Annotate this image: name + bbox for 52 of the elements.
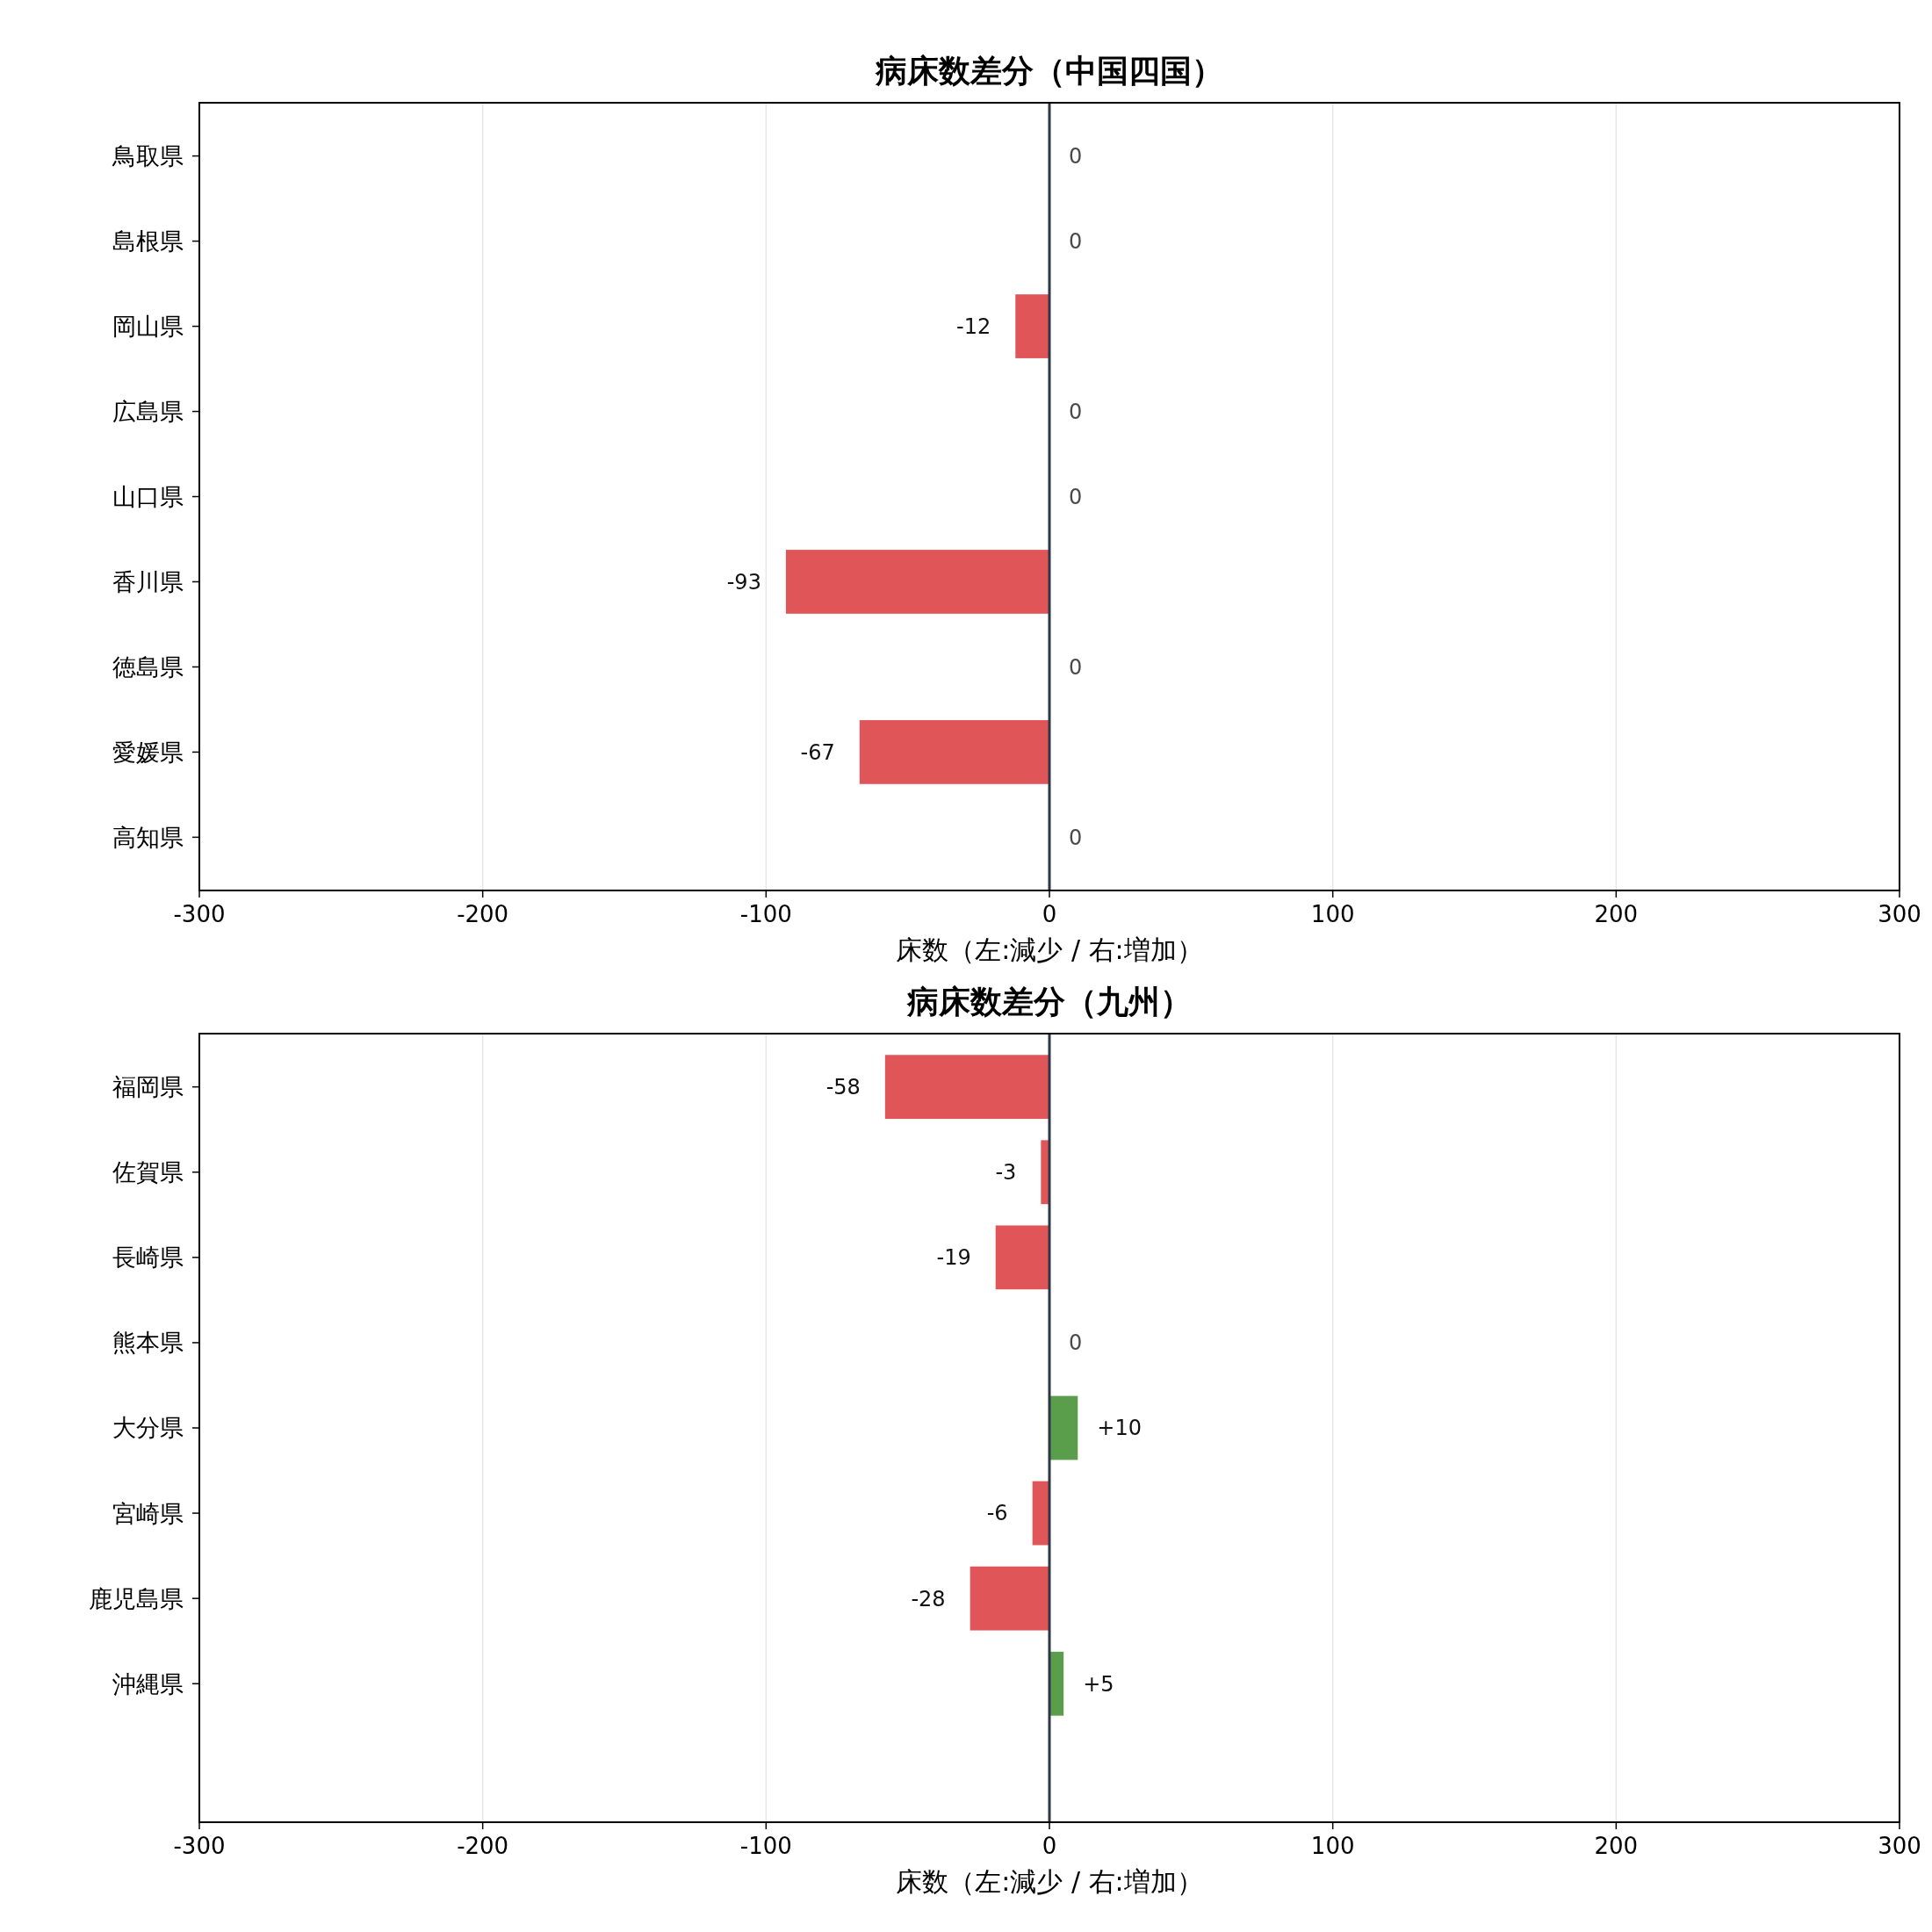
x-axis-title: 床数（左:減少 / 右:増加） (896, 1866, 1203, 1897)
data-label: 0 (1069, 825, 1083, 850)
y-tick-label: 岡山県 (112, 313, 184, 340)
y-tick-label: 鳥取県 (112, 142, 184, 170)
y-tick-label: 熊本県 (112, 1329, 184, 1357)
y-tick-label: 宮崎県 (112, 1499, 184, 1527)
chart-title: 病床数差分（中国四国） (875, 53, 1223, 89)
data-label: -12 (956, 314, 991, 339)
y-tick-label: 広島県 (112, 397, 184, 425)
data-label: -93 (726, 569, 761, 595)
y-tick-label: 山口県 (112, 482, 184, 510)
x-axis-title: 床数（左:減少 / 右:増加） (896, 934, 1203, 965)
y-tick-label: 佐賀県 (112, 1158, 184, 1186)
x-tick-label: -100 (739, 901, 792, 927)
data-label: -67 (800, 739, 835, 765)
data-label: -28 (911, 1586, 946, 1611)
data-label: 0 (1069, 484, 1083, 509)
y-tick-label: 島根県 (112, 227, 184, 256)
data-label: -3 (995, 1160, 1017, 1186)
x-tick-label: -200 (457, 901, 509, 927)
data-label: +5 (1083, 1671, 1114, 1697)
x-tick-label: 0 (1042, 1833, 1057, 1859)
x-tick-label: 200 (1594, 901, 1639, 927)
x-tick-label: 0 (1042, 901, 1057, 927)
x-tick-label: -200 (457, 1833, 509, 1859)
data-label: -6 (986, 1501, 1008, 1526)
x-tick-label: 100 (1310, 1833, 1355, 1859)
x-tick-label: 200 (1594, 1833, 1639, 1859)
y-tick-label: 徳島県 (112, 652, 184, 681)
y-tick-label: 鹿児島県 (89, 1584, 184, 1612)
x-tick-label: 100 (1310, 901, 1355, 927)
x-tick-label: 300 (1878, 901, 1921, 927)
x-tick-label: -100 (739, 1833, 792, 1859)
data-label: 0 (1069, 654, 1083, 680)
data-label: -58 (825, 1075, 861, 1100)
y-tick-label: 大分県 (112, 1414, 184, 1442)
y-tick-label: 長崎県 (112, 1244, 184, 1272)
data-label: 0 (1069, 1330, 1083, 1356)
data-label: +10 (1097, 1416, 1142, 1441)
x-tick-label: -300 (173, 901, 226, 927)
x-tick-label: 300 (1878, 1833, 1921, 1859)
y-tick-label: 福岡県 (112, 1073, 184, 1101)
y-tick-label: 沖縄県 (112, 1669, 184, 1698)
y-tick-label: 愛媛県 (112, 738, 184, 766)
y-tick-label: 香川県 (112, 567, 184, 595)
data-label: -19 (936, 1245, 971, 1271)
x-tick-label: -300 (173, 1833, 226, 1859)
data-label: 0 (1069, 144, 1083, 169)
data-label: 0 (1069, 228, 1083, 254)
y-tick-label: 高知県 (112, 823, 184, 851)
chart-title: 病床数差分（九州） (906, 984, 1192, 1020)
data-label: 0 (1069, 399, 1083, 424)
